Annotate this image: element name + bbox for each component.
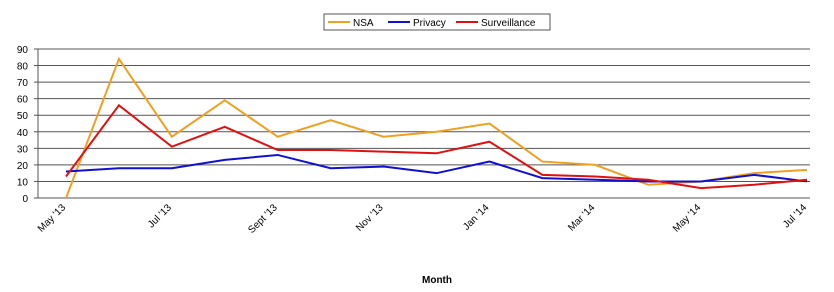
y-tick-label: 30: [17, 144, 29, 155]
x-tick-label: Jul '13: [146, 202, 174, 230]
y-tick-label: 70: [17, 78, 29, 89]
x-tick-label: Jan '14: [461, 202, 492, 233]
series-line: [65, 153, 808, 183]
x-tick-label: Mar '14: [566, 202, 597, 233]
series-line: [65, 103, 808, 190]
legend-box: [323, 13, 551, 31]
legend-label: Privacy: [413, 18, 446, 29]
x-tick-label: Jul '14: [781, 202, 809, 230]
legend-label: Surveillance: [481, 18, 536, 29]
x-axis-label: Month: [422, 275, 452, 286]
y-tick-label: 90: [17, 45, 29, 56]
x-tick-label: May '14: [671, 202, 704, 235]
y-tick-label: 50: [17, 111, 29, 122]
legend-label: NSA: [353, 18, 374, 29]
y-tick-label: 60: [17, 95, 29, 106]
y-tick-label: 20: [17, 161, 29, 172]
x-tick-label: Sept '13: [246, 202, 280, 236]
y-tick-label: 0: [22, 194, 28, 205]
y-tick-label: 80: [17, 62, 29, 73]
series-line: [65, 56, 808, 199]
x-tick-label: May '13: [36, 202, 69, 235]
x-tick-label: Nov '13: [354, 202, 386, 234]
legend: NSA Privacy Surveillance: [323, 13, 551, 31]
y-tick-label: 10: [17, 177, 29, 188]
y-tick-label: 40: [17, 128, 29, 139]
